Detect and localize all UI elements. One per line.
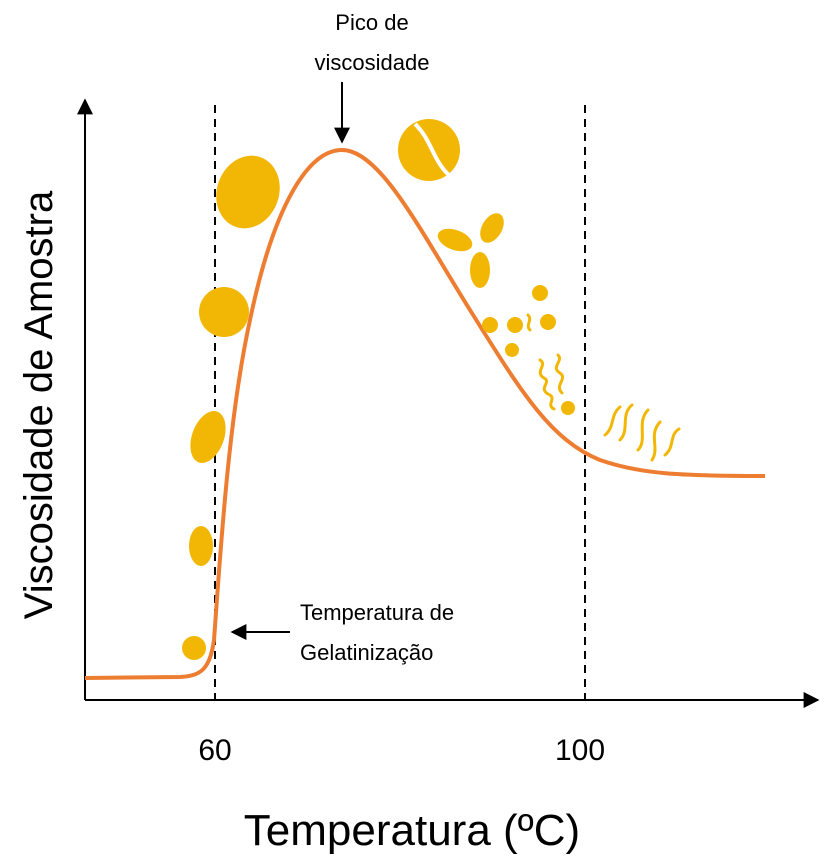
x-tick-label: 60	[198, 734, 231, 767]
x-axis-label: Temperatura (ºC)	[244, 806, 580, 855]
annotation: Pico de	[335, 10, 408, 35]
annotation: Gelatinização	[300, 640, 433, 665]
annotation: Temperatura de	[300, 600, 454, 625]
viscosity-curve	[84, 147, 766, 680]
annotation: viscosidade	[315, 50, 430, 75]
starch-granules	[182, 119, 681, 660]
x-tick-label: 100	[555, 734, 605, 767]
y-axis-label: Viscosidade de Amostra	[17, 190, 61, 619]
axes	[77, 98, 820, 708]
